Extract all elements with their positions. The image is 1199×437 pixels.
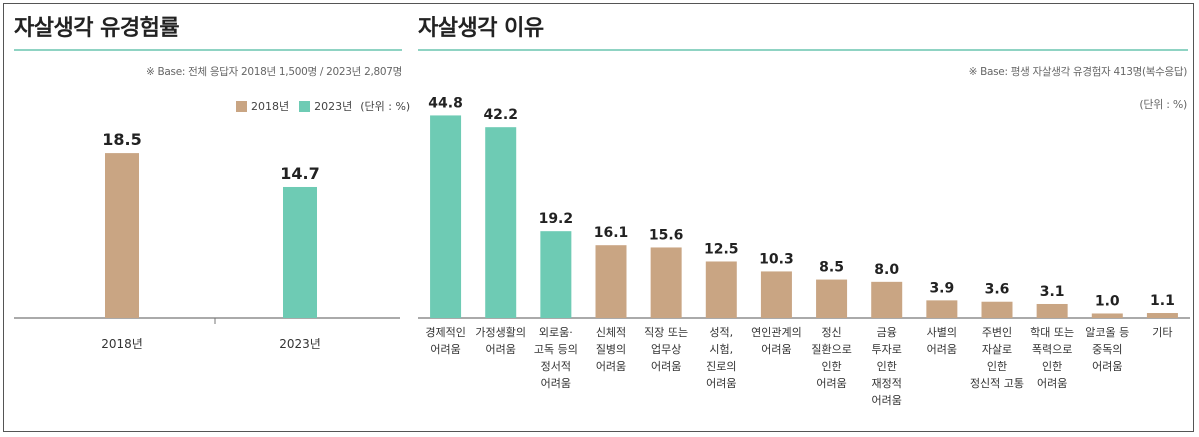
right-category-label-2-0: 외로움·: [539, 326, 573, 339]
right-bar-value-2: 19.2: [539, 211, 574, 227]
left-base-note: ※ Base: 전체 응답자 2018년 1,500명 / 2023년 2,80…: [145, 66, 402, 78]
legend-swatch-2018: [236, 100, 247, 112]
right-bar-value-10: 3.6: [985, 282, 1010, 298]
right-category-label-1-0: 가정생활의: [475, 325, 526, 339]
right-category-label-11-2: 인한: [1042, 360, 1062, 373]
left-title-rule: [14, 49, 402, 51]
right-category-label-2-3: 어려움: [541, 377, 571, 390]
right-category-label-11-1: 폭력으로: [1032, 343, 1072, 356]
right-bar-value-1: 42.2: [483, 107, 518, 123]
right-bar-11: [1036, 303, 1068, 318]
right-category-label-8-4: 어려움: [872, 394, 902, 407]
right-category-label-7-2: 인한: [821, 360, 841, 373]
right-bar-5: [705, 261, 737, 318]
right-bar-2: [540, 231, 572, 318]
right-category-label-13-0: 기타: [1152, 326, 1172, 339]
left-category-label-1: 2023년: [279, 337, 321, 351]
right-category-label-3-2: 어려움: [596, 360, 626, 373]
right-bar-value-8: 8.0: [874, 262, 899, 278]
left-bar-1: [283, 186, 317, 318]
left-bar-chart: 18.5 2018년 14.7 2023년: [14, 130, 400, 351]
right-bar-9: [926, 300, 958, 318]
right-category-label-4-0: 직장 또는: [644, 326, 688, 339]
right-category-label-11-3: 어려움: [1037, 377, 1067, 390]
right-category-label-2-1: 고독 등의: [534, 343, 578, 356]
right-bar-value-3: 16.1: [594, 225, 629, 241]
right-category-label-8-0: 금융: [877, 326, 897, 339]
right-category-label-5-0: 성적,: [709, 326, 733, 339]
right-category-label-8-3: 재정적: [872, 377, 902, 390]
left-unit-label: (단위 : %): [360, 100, 411, 113]
right-bar-10: [981, 301, 1013, 318]
right-category-label-9-0: 사별의: [927, 326, 957, 339]
right-category-label-4-1: 업무상: [651, 343, 681, 356]
right-category-label-2-2: 정서적: [541, 360, 571, 373]
right-bar-value-5: 12.5: [704, 241, 739, 257]
right-category-label-3-1: 질병의: [596, 343, 626, 356]
legend-label-2023: 2023년: [314, 100, 353, 113]
right-bar-value-12: 1.0: [1095, 293, 1120, 309]
right-category-label-0-0: 경제적인: [425, 326, 465, 339]
right-category-label-12-2: 어려움: [1092, 360, 1122, 373]
right-category-label-0-1: 어려움: [430, 343, 460, 356]
legend-label-2018: 2018년: [251, 100, 290, 113]
right-category-label-4-2: 어려움: [651, 360, 681, 373]
left-bar-value-1: 14.7: [280, 164, 319, 183]
right-bar-value-4: 15.6: [649, 227, 684, 243]
right-category-label-3-0: 신체적: [596, 326, 626, 339]
right-bar-0: [430, 115, 462, 318]
right-unit-label: (단위 : %): [1139, 98, 1187, 111]
right-bar-12: [1091, 313, 1123, 318]
right-category-label-6-0: 연인관계의: [751, 326, 802, 339]
right-bar-3: [595, 245, 627, 318]
left-bar-value-0: 18.5: [102, 130, 141, 149]
right-category-label-8-2: 인한: [877, 360, 897, 373]
right-bar-value-0: 44.8: [428, 95, 463, 111]
right-bar-1: [485, 127, 517, 318]
right-category-label-12-0: 알코올 등: [1085, 325, 1129, 339]
right-bar-6: [760, 271, 792, 318]
right-category-label-8-1: 투자로: [872, 343, 902, 356]
right-category-label-7-0: 정신: [821, 326, 841, 339]
right-bar-value-13: 1.1: [1150, 293, 1175, 309]
right-category-label-7-3: 어려움: [816, 377, 846, 390]
right-base-note: ※ Base: 평생 자살생각 유경험자 413명(복수응답): [968, 66, 1188, 78]
right-category-label-10-2: 인한: [987, 360, 1007, 373]
right-category-label-1-1: 어려움: [486, 343, 516, 356]
right-category-label-5-3: 어려움: [706, 377, 736, 390]
right-category-label-7-1: 질환으로: [811, 343, 851, 356]
left-category-label-0: 2018년: [101, 337, 143, 351]
right-bar-8: [871, 281, 903, 318]
right-bar-value-9: 3.9: [929, 280, 954, 296]
left-legend: 2018년 2023년 (단위 : %): [236, 98, 410, 114]
right-category-label-10-1: 자살로: [982, 343, 1012, 356]
right-bar-value-11: 3.1: [1040, 284, 1065, 300]
right-bar-value-6: 10.3: [759, 251, 794, 267]
left-bar-0: [105, 153, 139, 318]
right-category-label-5-2: 진로의: [706, 360, 736, 373]
right-category-label-10-3: 정신적 고통: [970, 377, 1024, 390]
right-category-label-12-1: 중독의: [1092, 343, 1122, 356]
right-category-label-9-1: 어려움: [927, 343, 957, 356]
right-bar-4: [650, 247, 682, 318]
right-bar-value-7: 8.5: [819, 260, 844, 276]
right-category-label-5-1: 시험,: [709, 343, 733, 356]
right-chart-title: 자살생각 이유: [418, 16, 544, 41]
chart-frame: [3, 3, 1194, 432]
right-category-label-11-0: 학대 또는: [1030, 326, 1074, 339]
legend-swatch-2023: [299, 100, 311, 112]
right-bar-7: [816, 279, 848, 318]
right-bar-13: [1146, 313, 1178, 318]
left-chart-title: 자살생각 유경험률: [14, 16, 180, 41]
right-category-label-10-0: 주변인: [982, 326, 1012, 339]
right-category-label-6-1: 어려움: [761, 343, 791, 356]
right-title-rule: [418, 49, 1188, 51]
